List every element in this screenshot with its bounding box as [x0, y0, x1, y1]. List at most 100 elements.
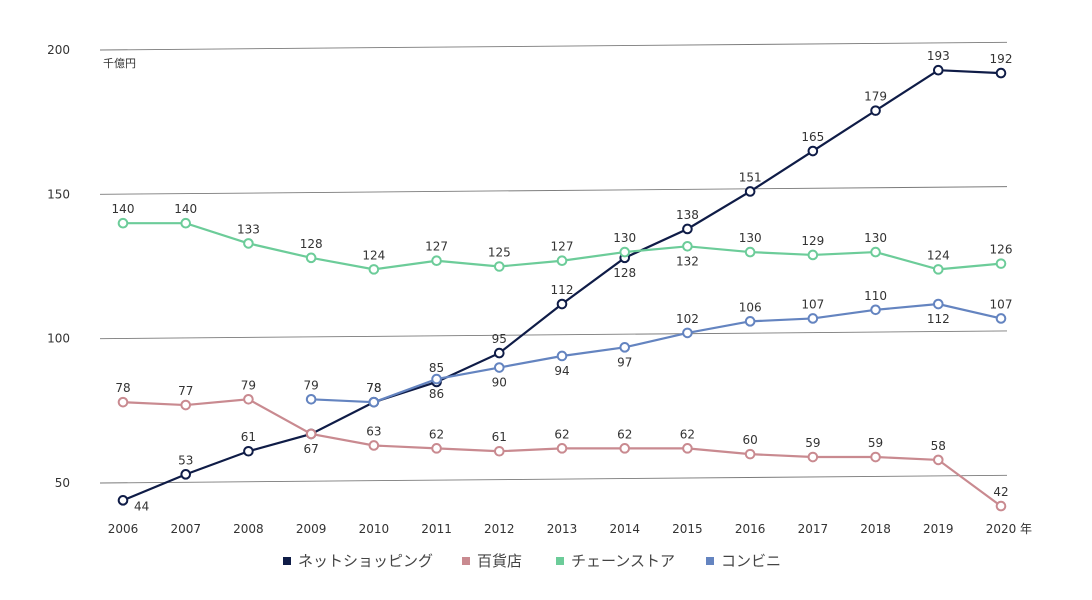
data-point — [870, 304, 881, 316]
data-label: 59 — [805, 436, 820, 450]
data-point — [493, 347, 505, 359]
data-label: 124 — [362, 248, 385, 262]
y-tick-label: 200 — [47, 43, 70, 57]
series-line — [311, 302, 1002, 404]
data-point — [431, 255, 442, 267]
data-point — [995, 67, 1007, 79]
series-コンビニ — [305, 298, 1007, 408]
data-label: 130 — [613, 231, 636, 245]
data-point — [682, 240, 693, 252]
data-label: 107 — [801, 297, 824, 311]
data-label: 193 — [927, 49, 950, 63]
data-label: 124 — [927, 248, 950, 262]
data-label: 133 — [237, 222, 260, 236]
data-point — [243, 445, 254, 457]
legend-swatch — [283, 557, 291, 565]
data-label: 62 — [680, 427, 695, 441]
x-tick-label: 2020 — [986, 522, 1017, 536]
data-point — [243, 238, 254, 249]
data-label: 78 — [115, 381, 130, 395]
data-label: 60 — [743, 433, 758, 447]
data-point — [744, 186, 756, 197]
legend-item: 百貨店 — [462, 552, 522, 570]
legend-label: コンビニ — [721, 552, 781, 570]
data-point — [243, 393, 254, 405]
data-label: 95 — [492, 332, 507, 346]
data-point — [932, 454, 944, 466]
data-label: 165 — [801, 130, 824, 144]
data-point — [556, 255, 568, 267]
data-point — [556, 443, 568, 454]
data-point — [682, 327, 693, 339]
gridline — [99, 186, 1008, 195]
data-label: 85 — [429, 361, 444, 375]
data-label: 44 — [134, 499, 149, 513]
data-label: 94 — [554, 364, 569, 378]
data-point — [180, 399, 192, 411]
data-label: 192 — [990, 52, 1013, 66]
data-label: 97 — [617, 355, 632, 369]
data-point — [493, 261, 505, 272]
gridline — [99, 474, 1008, 484]
gridline — [99, 41, 1008, 51]
data-label: 53 — [178, 453, 193, 467]
data-label: 61 — [492, 430, 507, 444]
data-point — [807, 249, 819, 261]
series-チェーンストア — [117, 217, 1007, 275]
legend-swatch — [706, 557, 714, 565]
data-label: 129 — [801, 234, 824, 248]
data-point — [556, 350, 568, 362]
x-tick-label: 2018 — [860, 522, 891, 536]
data-point — [619, 342, 631, 353]
data-point — [493, 445, 505, 457]
legend-item: ネットショッピング — [283, 552, 433, 570]
data-point — [744, 246, 756, 258]
data-label: 79 — [241, 378, 256, 392]
data-point — [493, 362, 505, 373]
data-point — [368, 440, 380, 451]
data-point — [682, 443, 693, 454]
x-tick-label: 2016 — [735, 522, 766, 536]
data-label: 138 — [676, 208, 699, 222]
data-label: 78 — [366, 381, 381, 395]
x-tick-label: 2008 — [233, 522, 264, 536]
x-tick-label: 2017 — [798, 522, 829, 536]
data-label: 62 — [554, 427, 569, 441]
data-label: 107 — [990, 297, 1013, 311]
data-point — [117, 396, 129, 408]
data-point — [995, 500, 1007, 512]
data-point — [807, 451, 819, 463]
data-label: 179 — [864, 90, 887, 104]
data-point — [744, 448, 756, 460]
data-label: 128 — [613, 266, 636, 280]
data-point — [431, 373, 442, 385]
data-point — [180, 469, 192, 480]
data-point — [682, 223, 693, 235]
x-unit-label: 年 — [1020, 522, 1032, 536]
legend-swatch — [556, 557, 564, 565]
data-point — [368, 396, 380, 408]
data-label: 106 — [739, 300, 762, 314]
data-label: 63 — [366, 424, 381, 438]
data-point — [368, 264, 380, 275]
data-label: 62 — [429, 427, 444, 441]
data-labels: 44 53 61 67 78 85 95 112 128 138 151 165 179 193 192 78… — [112, 49, 1013, 513]
gridline — [99, 330, 1008, 340]
legend-label: ネットショッピング — [298, 552, 433, 570]
data-label: 78 — [366, 381, 381, 395]
legend-label: 百貨店 — [477, 552, 522, 570]
data-label: 132 — [676, 254, 699, 268]
data-label: 130 — [864, 231, 887, 245]
data-label: 61 — [241, 430, 256, 444]
series-百貨店 — [117, 393, 1007, 512]
x-tick-label: 2014 — [609, 522, 640, 536]
data-point — [305, 428, 317, 440]
data-point — [870, 451, 881, 463]
data-point — [932, 298, 944, 310]
data-label: 112 — [551, 283, 574, 297]
data-point — [932, 64, 944, 76]
data-point — [305, 252, 317, 264]
data-label: 112 — [927, 312, 950, 326]
data-label: 127 — [425, 240, 448, 254]
